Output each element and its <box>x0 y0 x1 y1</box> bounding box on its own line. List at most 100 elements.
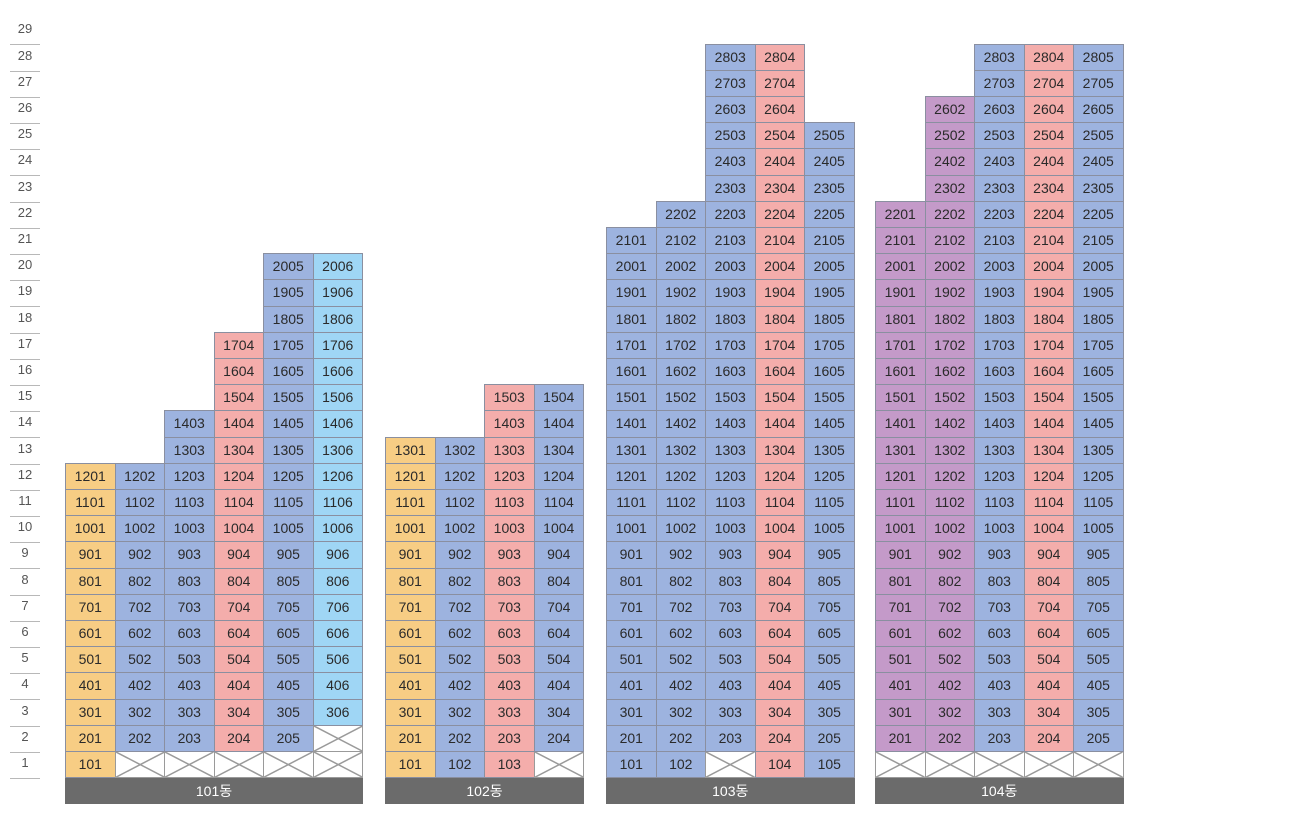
unit-cell: 2305 <box>1073 174 1124 202</box>
unit-cell: 902 <box>434 541 485 569</box>
unit-cell: 201 <box>606 724 657 752</box>
unit-cell: 501 <box>65 646 116 674</box>
unit-cell: 603 <box>705 620 756 648</box>
unit-cell: 2705 <box>1073 69 1124 97</box>
unit-cell: 505 <box>804 646 855 674</box>
unit-cell: 803 <box>974 567 1025 595</box>
unit-cell: 1204 <box>533 462 584 490</box>
empty-unit-cell <box>924 751 975 779</box>
unit-cell: 401 <box>385 672 436 700</box>
unit-cell: 703 <box>484 593 535 621</box>
unit-cell: 1605 <box>1073 358 1124 386</box>
empty-unit-cell <box>312 724 363 752</box>
unit-cell: 2602 <box>924 96 975 124</box>
unit-cell: 901 <box>65 541 116 569</box>
unit-cell: 504 <box>533 646 584 674</box>
cross-icon <box>165 752 214 777</box>
unit-cell: 804 <box>213 567 264 595</box>
unit-cell: 604 <box>213 620 264 648</box>
unit-cell: 1604 <box>213 358 264 386</box>
unit-cell: 1801 <box>606 305 657 333</box>
unit-cell: 1705 <box>1073 331 1124 359</box>
unit-cell: 1404 <box>754 410 805 438</box>
unit-cell: 1901 <box>875 279 926 307</box>
unit-cell: 2202 <box>655 200 706 228</box>
unit-cell: 403 <box>974 672 1025 700</box>
unit-cell: 604 <box>533 620 584 648</box>
unit-cell: 1206 <box>312 462 363 490</box>
unit-cell: 604 <box>754 620 805 648</box>
unit-cell: 1402 <box>924 410 975 438</box>
unit-cell: 904 <box>533 541 584 569</box>
unit-cell: 2101 <box>875 227 926 255</box>
unit-cell: 1203 <box>164 462 215 490</box>
unit-cell: 1805 <box>804 305 855 333</box>
unit-cell: 1306 <box>312 436 363 464</box>
unit-cell: 101 <box>606 751 657 779</box>
floor-label: 15 <box>10 386 40 413</box>
unit-cell: 2405 <box>1073 148 1124 176</box>
unit-cell: 201 <box>65 724 116 752</box>
unit-cell: 1002 <box>655 515 706 543</box>
unit-cell: 1403 <box>484 410 535 438</box>
unit-cell: 603 <box>974 620 1025 648</box>
unit-cell: 1803 <box>705 305 756 333</box>
floor-label: 23 <box>10 177 40 203</box>
unit-cell: 2004 <box>754 253 805 281</box>
unit-cell: 204 <box>1023 724 1074 752</box>
unit-cell: 301 <box>65 698 116 726</box>
unit-cell: 301 <box>606 698 657 726</box>
floor-label: 7 <box>10 596 40 622</box>
unit-cell: 1703 <box>705 331 756 359</box>
unit-cell: 1403 <box>164 410 215 438</box>
unit-cell: 1203 <box>705 462 756 490</box>
unit-cell: 602 <box>434 620 485 648</box>
floor-label: 3 <box>10 701 40 727</box>
unit-cell: 1001 <box>875 515 926 543</box>
unit-cell: 1405 <box>1073 410 1124 438</box>
unit-cell: 1503 <box>705 384 756 412</box>
unit-cell: 306 <box>312 698 363 726</box>
unit-cell: 601 <box>385 620 436 648</box>
unit-cell: 1504 <box>1023 384 1074 412</box>
unit-cell: 302 <box>924 698 975 726</box>
unit-cell: 2504 <box>1023 122 1074 150</box>
unit-cell: 1205 <box>1073 462 1124 490</box>
unit-cell: 1505 <box>804 384 855 412</box>
unit-cell: 801 <box>875 567 926 595</box>
unit-cell: 502 <box>655 646 706 674</box>
unit-cell: 704 <box>533 593 584 621</box>
unit-cell: 503 <box>705 646 756 674</box>
unit-cell: 405 <box>804 672 855 700</box>
unit-cell: 2704 <box>1023 69 1074 97</box>
unit-cell: 403 <box>164 672 215 700</box>
unit-cell: 1406 <box>312 410 363 438</box>
unit-cell: 701 <box>385 593 436 621</box>
unit-cell: 605 <box>804 620 855 648</box>
cross-icon <box>314 752 363 777</box>
unit-cell: 1304 <box>213 436 264 464</box>
unit-cell: 1705 <box>263 331 314 359</box>
unit-cell: 1205 <box>263 462 314 490</box>
unit-cell: 1202 <box>924 462 975 490</box>
unit-cell: 801 <box>65 567 116 595</box>
unit-cell: 1405 <box>263 410 314 438</box>
floor-label: 18 <box>10 308 40 334</box>
unit-cell: 1205 <box>804 462 855 490</box>
unit-cell: 1404 <box>213 410 264 438</box>
unit-cell: 901 <box>875 541 926 569</box>
unit-cell: 2005 <box>804 253 855 281</box>
unit-cell: 1606 <box>312 358 363 386</box>
unit-cell: 1301 <box>606 436 657 464</box>
unit-cell: 2404 <box>754 148 805 176</box>
unit-cell: 801 <box>606 567 657 595</box>
unit-cell: 1202 <box>434 462 485 490</box>
unit-cell: 2505 <box>1073 122 1124 150</box>
unit-cell: 1504 <box>533 384 584 412</box>
unit-cell: 1005 <box>1073 515 1124 543</box>
unit-cell: 102 <box>655 751 706 779</box>
unit-cell: 501 <box>606 646 657 674</box>
unit-cell: 501 <box>385 646 436 674</box>
unit-cell: 1201 <box>65 462 116 490</box>
unit-cell: 804 <box>533 567 584 595</box>
